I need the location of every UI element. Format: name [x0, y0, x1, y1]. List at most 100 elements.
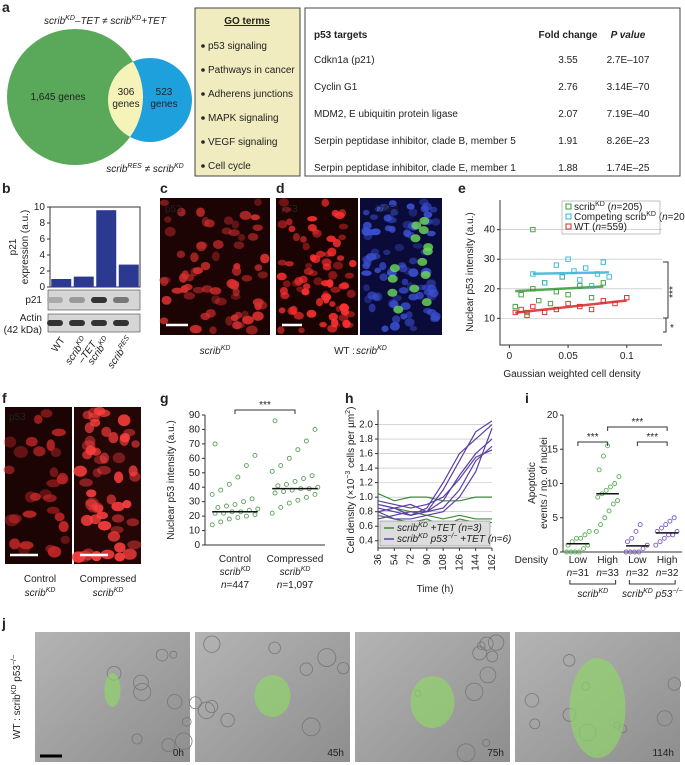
time-label: 75h — [487, 748, 504, 759]
nucleus — [97, 520, 112, 531]
dot — [218, 519, 224, 525]
cell — [524, 693, 540, 708]
nucleus — [92, 468, 102, 478]
nucleus — [291, 279, 301, 287]
point — [588, 295, 595, 301]
cell — [189, 696, 202, 710]
dot — [281, 489, 287, 495]
text-part: −/− — [447, 533, 457, 540]
dot — [612, 481, 618, 486]
y-tick-label: 8 — [39, 218, 45, 229]
dot — [598, 522, 604, 528]
bracket — [663, 317, 667, 333]
label: scribRES ≠ scribKD — [106, 163, 183, 175]
bullet — [201, 92, 205, 96]
nucleus — [403, 229, 412, 237]
time-label: 114h — [652, 748, 674, 759]
nucleus — [315, 298, 324, 307]
x-tick-label: Low — [628, 555, 647, 566]
nucleus — [280, 292, 290, 300]
green-colony — [569, 658, 626, 758]
cell — [472, 645, 487, 661]
nucleus — [405, 311, 413, 319]
text-part: scrib — [577, 589, 599, 600]
nucleus — [50, 447, 62, 457]
axis-title: Cell density (×10−3 cells per µm2) — [345, 407, 357, 554]
nucleus — [389, 264, 400, 273]
nucleus — [336, 255, 345, 261]
cell — [169, 650, 178, 659]
panel-label: b — [2, 180, 11, 196]
point — [600, 259, 606, 265]
nucleus — [177, 207, 186, 217]
y-tick-label: 0.4 — [359, 536, 373, 547]
legend-label: scribKD (n=205) — [574, 201, 642, 213]
nucleus — [332, 261, 344, 270]
text-part: =32 — [661, 568, 678, 579]
nucleus — [250, 214, 260, 221]
dot — [235, 474, 241, 480]
nucleus — [301, 288, 310, 296]
text-part: −/− — [672, 588, 682, 595]
nucleus — [321, 198, 330, 207]
nucleus — [285, 261, 294, 267]
band — [113, 297, 129, 303]
point — [606, 274, 612, 280]
time-label: 45h — [327, 748, 344, 759]
nucleus — [379, 273, 388, 282]
nucleus — [323, 251, 333, 257]
time-label: 0h — [173, 748, 184, 759]
nucleus — [99, 452, 110, 464]
y-tick-label: 2.0 — [359, 420, 373, 431]
y-tick-label: 1.6 — [359, 449, 373, 460]
nucleus — [19, 541, 34, 550]
x-tick-label: n=447 — [221, 580, 250, 591]
text-part: =447 — [227, 580, 250, 591]
axis — [49, 206, 141, 288]
text-part: n — [221, 580, 227, 591]
dot — [312, 426, 318, 432]
cell — [220, 712, 235, 728]
point — [600, 280, 606, 286]
dot — [671, 515, 677, 521]
y-tick-label: 60 — [189, 453, 201, 464]
x-tick-label: 36 — [373, 554, 384, 566]
venn-overlap — [108, 58, 143, 142]
nucleus — [419, 216, 430, 225]
table-cell: 7.19E–40 — [607, 109, 650, 120]
legend-label: WT (n=559) — [574, 222, 627, 233]
nucleus — [22, 510, 37, 518]
cell — [299, 662, 313, 676]
nucleus — [338, 314, 349, 322]
nucleus — [402, 220, 413, 229]
dot — [226, 516, 232, 522]
nucleus — [196, 207, 205, 217]
nucleus — [204, 219, 215, 228]
x-tick-label: Low — [569, 555, 588, 566]
dot — [255, 506, 261, 512]
text-part: −/− — [11, 655, 18, 665]
band — [91, 320, 107, 326]
nucleus — [60, 535, 70, 545]
nucleus — [46, 439, 55, 452]
band — [47, 320, 63, 326]
y-tick-label: 40 — [189, 482, 201, 493]
nucleus — [278, 307, 286, 314]
nucleus — [3, 436, 17, 448]
label: WT : — [334, 346, 355, 357]
nucleus — [159, 317, 169, 325]
text-part: KD — [221, 345, 231, 352]
nucleus — [330, 286, 341, 293]
dot — [223, 503, 229, 509]
nucleus — [122, 548, 137, 560]
label: Control — [24, 574, 56, 585]
dot — [602, 515, 608, 521]
dot — [295, 497, 301, 503]
dot — [286, 500, 292, 506]
nucleus — [112, 452, 126, 464]
text-part: Competing scrib — [574, 212, 647, 223]
label: Actin — [20, 313, 42, 324]
y-tick-label: 30 — [484, 254, 496, 265]
dot — [603, 487, 609, 493]
panel-label: d — [276, 180, 285, 196]
